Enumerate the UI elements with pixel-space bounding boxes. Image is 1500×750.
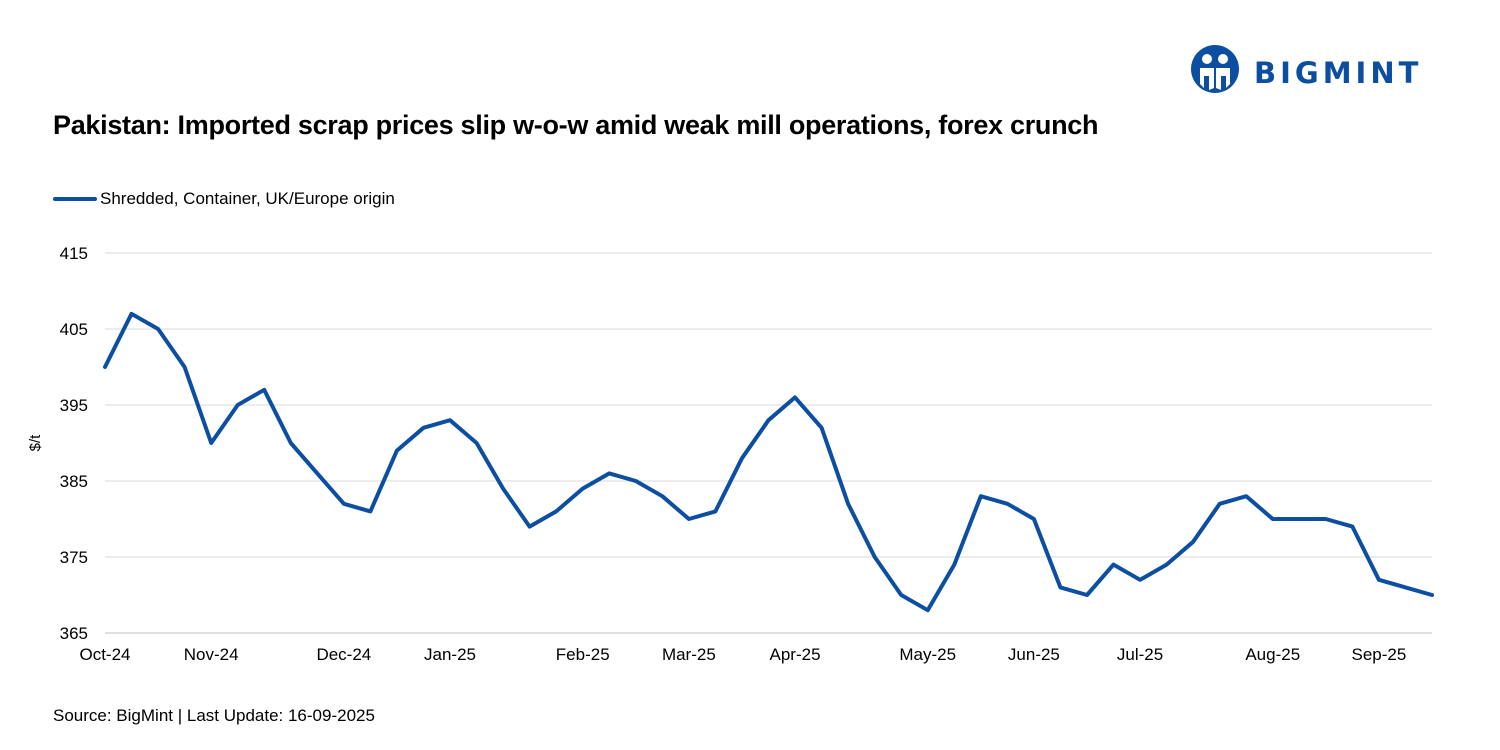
legend-label: Shredded, Container, UK/Europe origin [100, 189, 395, 208]
brand-name: BIGMINT [1254, 56, 1423, 90]
legend-swatch [53, 197, 97, 201]
y-tick-label: 405 [60, 320, 88, 339]
x-tick-label: Mar-25 [662, 645, 716, 664]
y-tick-label: 375 [60, 548, 88, 567]
x-tick-label: May-25 [899, 645, 956, 664]
y-axis-ticks: 365 375 385 395 405 415 [60, 244, 88, 643]
y-axis-title: $/t [27, 434, 44, 452]
y-tick-label: 395 [60, 396, 88, 415]
x-tick-label: Jun-25 [1008, 645, 1060, 664]
x-tick-label: Feb-25 [556, 645, 610, 664]
y-tick-label: 385 [60, 472, 88, 491]
legend: Shredded, Container, UK/Europe origin [53, 188, 395, 210]
x-tick-label: Aug-25 [1245, 645, 1300, 664]
x-axis-ticks: Oct-24 Nov-24 Dec-24 Jan-25 Feb-25 Mar-25 Apr-… [79, 645, 1406, 664]
x-tick-label: Jul-25 [1117, 645, 1163, 664]
y-tick-label: 365 [60, 624, 88, 643]
chart-title: Pakistan: Imported scrap prices slip w-o… [53, 110, 1099, 140]
gridlines [105, 252, 1432, 558]
series [103, 311, 1434, 613]
x-tick-label: Sep-25 [1352, 645, 1407, 664]
x-tick-label: Oct-24 [79, 645, 130, 664]
x-tick-label: Jan-25 [424, 645, 476, 664]
x-tick-label: Apr-25 [770, 645, 821, 664]
y-tick-label: 415 [60, 244, 88, 263]
bigmint-logo: BIGMINT [1190, 44, 1452, 94]
source-note: Source: BigMint | Last Update: 16-09-202… [53, 706, 375, 725]
x-tick-label: Nov-24 [184, 645, 239, 664]
bigmint-logo-icon [1191, 45, 1239, 93]
x-tick-label: Dec-24 [316, 645, 371, 664]
series-line [103, 311, 1434, 613]
